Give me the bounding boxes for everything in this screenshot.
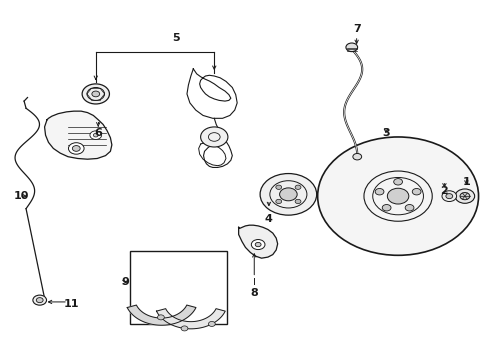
Circle shape bbox=[317, 137, 478, 255]
Text: 2: 2 bbox=[440, 186, 447, 196]
Circle shape bbox=[279, 188, 297, 201]
Circle shape bbox=[275, 199, 281, 204]
Circle shape bbox=[36, 298, 43, 303]
Polygon shape bbox=[127, 305, 196, 325]
Text: 8: 8 bbox=[250, 288, 258, 298]
Circle shape bbox=[459, 193, 469, 200]
Polygon shape bbox=[156, 309, 225, 329]
Text: 5: 5 bbox=[172, 33, 180, 43]
Circle shape bbox=[454, 189, 474, 203]
Circle shape bbox=[386, 188, 408, 204]
Circle shape bbox=[382, 204, 390, 211]
Circle shape bbox=[157, 315, 164, 320]
Circle shape bbox=[82, 84, 109, 104]
Circle shape bbox=[405, 204, 413, 211]
Circle shape bbox=[68, 143, 84, 154]
Circle shape bbox=[251, 239, 264, 249]
Circle shape bbox=[208, 321, 215, 327]
Circle shape bbox=[441, 191, 456, 202]
Text: 10: 10 bbox=[14, 191, 29, 201]
Text: 1: 1 bbox=[462, 177, 469, 187]
Text: 3: 3 bbox=[381, 129, 389, 138]
Bar bbox=[130, 251, 227, 324]
Polygon shape bbox=[238, 225, 277, 258]
Circle shape bbox=[33, 295, 46, 305]
Circle shape bbox=[345, 43, 357, 51]
Circle shape bbox=[393, 179, 402, 185]
Circle shape bbox=[411, 189, 420, 195]
Circle shape bbox=[72, 145, 80, 151]
Circle shape bbox=[181, 326, 187, 331]
Text: 6: 6 bbox=[94, 129, 102, 138]
Text: 4: 4 bbox=[264, 215, 272, 224]
Circle shape bbox=[374, 189, 383, 195]
Circle shape bbox=[93, 134, 98, 137]
Circle shape bbox=[295, 199, 300, 204]
Text: 9: 9 bbox=[121, 277, 129, 287]
Circle shape bbox=[445, 194, 452, 199]
Circle shape bbox=[200, 127, 227, 147]
Text: 7: 7 bbox=[352, 24, 360, 35]
Polygon shape bbox=[44, 111, 112, 159]
Text: 11: 11 bbox=[63, 299, 79, 309]
Circle shape bbox=[275, 185, 281, 189]
Circle shape bbox=[352, 153, 361, 160]
Circle shape bbox=[255, 242, 261, 247]
Circle shape bbox=[295, 185, 300, 189]
Circle shape bbox=[92, 91, 100, 97]
Circle shape bbox=[90, 131, 102, 139]
Circle shape bbox=[260, 174, 316, 215]
